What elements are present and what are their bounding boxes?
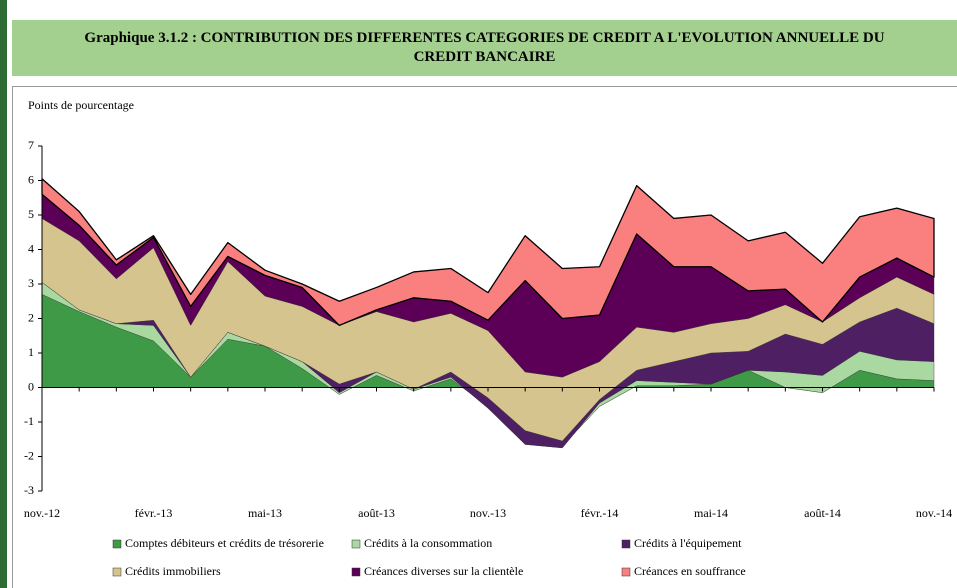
y-tick-label: 4 <box>28 241 34 255</box>
x-tick-label: août-14 <box>804 506 841 520</box>
y-tick-label: 1 <box>28 345 34 359</box>
legend-label: Crédits à la consommation <box>364 536 492 550</box>
legend-label: Crédits à l'équipement <box>634 536 742 550</box>
x-tick-label: août-13 <box>358 506 395 520</box>
legend-swatch <box>112 567 122 577</box>
legend-swatch <box>351 539 361 549</box>
chart-title: Graphique 3.1.2 : CONTRIBUTION DES DIFFE… <box>84 30 885 65</box>
legend-label: Créances en souffrance <box>634 564 746 578</box>
y-tick-label: -2 <box>24 448 34 462</box>
y-tick-label: 3 <box>28 276 34 290</box>
area <box>41 178 935 327</box>
y-tick-label: 6 <box>28 172 34 186</box>
x-tick-label: févr.-13 <box>135 506 173 520</box>
y-axis-label: Points de pourcentage <box>28 98 134 112</box>
x-tick-label: févr.-14 <box>581 506 619 520</box>
x-tick-label: nov.-12 <box>24 506 60 520</box>
header: Graphique 3.1.2 : CONTRIBUTION DES DIFFE… <box>12 20 957 76</box>
y-tick-label: 5 <box>28 207 34 221</box>
plot-frame <box>12 86 957 588</box>
legend-swatch <box>112 539 122 549</box>
legend-label: Crédits immobiliers <box>125 564 221 578</box>
x-tick-label: nov.-13 <box>470 506 506 520</box>
y-tick-label: 2 <box>28 310 34 324</box>
legend-swatch <box>621 539 631 549</box>
x-tick-label: mai-14 <box>694 506 728 520</box>
y-tick-label: 7 <box>28 138 34 152</box>
legend-label: Comptes débiteurs et crédits de trésorer… <box>125 536 324 550</box>
y-tick-label: -1 <box>24 414 34 428</box>
x-tick-label: mai-13 <box>248 506 282 520</box>
y-tick-label: 0 <box>28 379 34 393</box>
side-bar <box>0 0 7 588</box>
legend-swatch <box>621 567 631 577</box>
legend-swatch <box>351 567 361 577</box>
x-tick-label: nov.-14 <box>916 506 952 520</box>
legend-label: Créances diverses sur la clientèle <box>364 564 523 578</box>
y-tick-label: -3 <box>24 483 34 497</box>
